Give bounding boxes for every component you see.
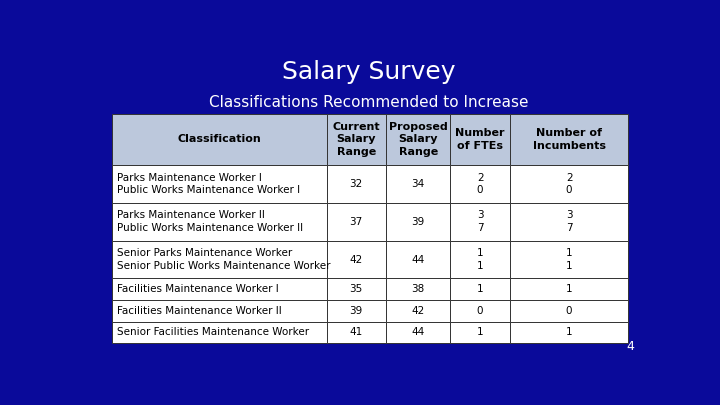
Bar	[451, 203, 510, 241]
Bar	[451, 114, 510, 165]
Bar	[327, 322, 386, 343]
Bar	[386, 241, 451, 278]
Text: Facilities Maintenance Worker I: Facilities Maintenance Worker I	[117, 284, 279, 294]
Bar	[386, 203, 451, 241]
Bar	[112, 165, 327, 203]
Bar	[510, 322, 629, 343]
Text: 0: 0	[477, 306, 483, 316]
Bar	[386, 114, 451, 165]
Text: Classification: Classification	[178, 134, 261, 145]
Text: 1: 1	[477, 328, 483, 337]
Text: Parks Maintenance Worker II
Public Works Maintenance Worker II: Parks Maintenance Worker II Public Works…	[117, 211, 303, 233]
Bar	[112, 300, 327, 322]
Bar	[510, 165, 629, 203]
Bar	[327, 165, 386, 203]
Text: 0: 0	[566, 306, 572, 316]
Text: 39: 39	[350, 306, 363, 316]
Bar	[451, 278, 510, 300]
Bar	[327, 278, 386, 300]
Bar	[510, 300, 629, 322]
Text: 42: 42	[350, 254, 363, 264]
Bar	[327, 241, 386, 278]
Bar	[451, 322, 510, 343]
Bar	[451, 241, 510, 278]
Text: 44: 44	[412, 254, 425, 264]
Bar	[386, 322, 451, 343]
Bar	[112, 322, 327, 343]
Text: 35: 35	[350, 284, 363, 294]
Bar	[386, 278, 451, 300]
Text: 1: 1	[566, 328, 572, 337]
Text: 2
0: 2 0	[477, 173, 483, 195]
Text: Current
Salary
Range: Current Salary Range	[333, 122, 380, 157]
Text: Senior Facilities Maintenance Worker: Senior Facilities Maintenance Worker	[117, 328, 309, 337]
Text: 4: 4	[626, 340, 634, 353]
Text: Salary Survey: Salary Survey	[282, 60, 456, 83]
Bar	[386, 165, 451, 203]
Text: 3
7: 3 7	[566, 211, 572, 233]
Text: 1: 1	[477, 284, 483, 294]
Bar	[386, 300, 451, 322]
Text: 44: 44	[412, 328, 425, 337]
Bar	[327, 300, 386, 322]
Text: 1
1: 1 1	[566, 248, 572, 271]
Bar	[327, 203, 386, 241]
Text: 41: 41	[350, 328, 363, 337]
Text: 32: 32	[350, 179, 363, 189]
Bar	[510, 114, 629, 165]
Bar	[510, 241, 629, 278]
Bar	[510, 278, 629, 300]
Text: Number of
Incumbents: Number of Incumbents	[533, 128, 606, 151]
Text: Number
of FTEs: Number of FTEs	[455, 128, 505, 151]
Bar	[112, 114, 327, 165]
Text: 39: 39	[412, 217, 425, 227]
Text: 37: 37	[350, 217, 363, 227]
Bar	[510, 203, 629, 241]
Text: Proposed
Salary
Range: Proposed Salary Range	[389, 122, 448, 157]
Bar	[327, 114, 386, 165]
Text: 42: 42	[412, 306, 425, 316]
Text: Classifications Recommended to Increase: Classifications Recommended to Increase	[210, 96, 528, 111]
Text: 34: 34	[412, 179, 425, 189]
Bar	[451, 300, 510, 322]
Text: 2
0: 2 0	[566, 173, 572, 195]
Bar	[112, 241, 327, 278]
Text: 38: 38	[412, 284, 425, 294]
Text: 3
7: 3 7	[477, 211, 483, 233]
Text: 1: 1	[566, 284, 572, 294]
Bar	[112, 278, 327, 300]
Text: Facilities Maintenance Worker II: Facilities Maintenance Worker II	[117, 306, 282, 316]
Text: Parks Maintenance Worker I
Public Works Maintenance Worker I: Parks Maintenance Worker I Public Works …	[117, 173, 300, 195]
Text: 1
1: 1 1	[477, 248, 483, 271]
Bar	[451, 165, 510, 203]
Bar	[112, 203, 327, 241]
Text: Senior Parks Maintenance Worker
Senior Public Works Maintenance Worker: Senior Parks Maintenance Worker Senior P…	[117, 248, 330, 271]
